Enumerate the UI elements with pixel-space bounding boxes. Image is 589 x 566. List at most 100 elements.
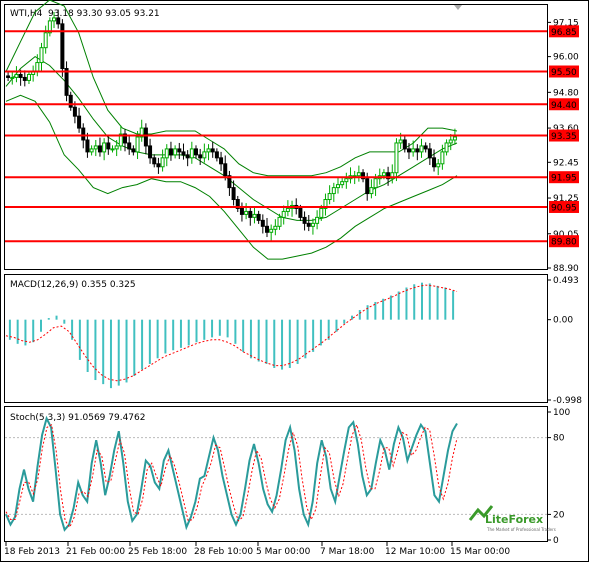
candle-body — [427, 148, 432, 159]
time-tick-label: 15 Mar 00:00 — [450, 547, 510, 557]
bollinger-bands — [5, 0, 458, 260]
candle-body — [194, 148, 199, 156]
candle-body — [173, 148, 178, 156]
candle-body — [68, 94, 73, 108]
stoch-panel-border — [4, 406, 548, 542]
stoch-tick-label: 100 — [553, 408, 570, 418]
candle-body — [269, 228, 274, 233]
macd-signal-line — [5, 284, 458, 382]
candle-body — [231, 187, 236, 201]
stoch-lines — [5, 415, 458, 532]
candle-body — [110, 148, 115, 151]
macd-signal-polyline — [5, 284, 458, 382]
candle-body — [302, 216, 307, 224]
stoch-tick-label: 0 — [553, 536, 559, 546]
time-axis: 18 Feb 2013 21 Feb 00:00 25 Feb 18:00 28 Fe… — [4, 542, 510, 557]
candle-body — [398, 139, 403, 144]
candle-body — [402, 139, 407, 150]
candle-body — [210, 148, 215, 153]
candle-body — [97, 145, 102, 153]
level-label-bg — [549, 171, 579, 184]
bollinger-line — [5, 55, 458, 221]
candle-body — [18, 73, 23, 78]
candle-body — [52, 17, 57, 22]
price-tick-label: 96.00 — [553, 53, 579, 63]
candle-body — [143, 127, 148, 147]
candle-body — [106, 142, 111, 150]
candle-body — [214, 151, 219, 159]
candle-body — [235, 199, 240, 209]
candle-body — [390, 172, 395, 180]
macd-histogram — [8, 282, 455, 389]
candle-body — [281, 210, 286, 218]
candle-body — [72, 106, 77, 117]
level-label: 89.80 — [551, 238, 577, 248]
candle-body — [394, 142, 399, 174]
candle-body — [181, 151, 186, 156]
candle-body — [223, 163, 228, 177]
candle-body — [81, 127, 86, 141]
candle-body — [219, 157, 224, 165]
time-tick-label: 7 Mar 18:00 — [320, 547, 375, 557]
candle-body — [436, 163, 441, 168]
candle-body — [102, 142, 107, 153]
candle-body — [298, 207, 303, 218]
price-tick-label: 93.60 — [553, 124, 579, 134]
candle-body — [202, 151, 207, 159]
candle-body — [340, 181, 345, 186]
candle-body — [152, 157, 157, 165]
bollinger-line — [5, 94, 458, 260]
candle-body — [64, 68, 69, 96]
level-label: 93.35 — [551, 132, 577, 142]
candle-body — [77, 115, 82, 129]
candle-body — [227, 175, 232, 189]
bollinger-line — [5, 0, 458, 177]
candle-body — [423, 145, 428, 150]
candles — [6, 9, 457, 241]
candle-body — [406, 148, 411, 153]
time-tick-label: 18 Feb 2013 — [4, 547, 60, 557]
candle-body — [315, 216, 320, 224]
candle-body — [160, 157, 165, 168]
candle-body — [448, 139, 453, 144]
candle-body — [131, 148, 136, 153]
candle-body — [35, 62, 40, 72]
candle-body — [356, 172, 361, 177]
candle-body — [248, 210, 253, 218]
level-label-bg — [549, 200, 579, 213]
ohlc-label: 93.18 93.30 93.05 93.21 — [48, 9, 160, 19]
stoch-main-line — [5, 415, 458, 532]
candle-body — [189, 148, 194, 159]
logo-mark-icon — [468, 505, 494, 521]
candle-body — [10, 76, 15, 79]
candle-body — [123, 133, 128, 144]
candle-body — [177, 148, 182, 153]
stoch-tick-label: 80 — [553, 434, 565, 444]
level-label: 91.95 — [551, 174, 577, 184]
price-panel-border — [4, 4, 548, 270]
macd-tick-label: 0.493 — [553, 276, 579, 286]
stoch-axis: 100 80 20 0 — [5, 408, 570, 546]
candle-body — [273, 225, 278, 230]
horizontal-levels: 96.85 95.50 94.40 93.35 91.95 90.95 89.80 — [5, 25, 579, 248]
price-tick-label: 88.90 — [553, 264, 579, 274]
time-tick-label: 28 Feb 10:00 — [194, 547, 253, 557]
candle-body — [43, 32, 48, 49]
candle-body — [369, 187, 374, 195]
time-tick-label: 5 Mar 00:00 — [256, 547, 311, 557]
scroll-arrow-icon[interactable] — [454, 5, 462, 10]
candle-body — [206, 148, 211, 153]
price-tick-label: 90.05 — [553, 230, 579, 240]
candle-body — [444, 142, 449, 153]
candle-body — [440, 151, 445, 165]
candle-body — [452, 136, 457, 141]
price-tick-label: 92.45 — [553, 158, 579, 168]
candle-body — [139, 127, 144, 138]
macd-tick-label: 0.00 — [553, 316, 573, 326]
candle-body — [335, 184, 340, 189]
level-label-bg — [549, 129, 579, 142]
candle-body — [22, 76, 27, 81]
candle-body — [319, 207, 324, 218]
candle-body — [419, 145, 424, 153]
